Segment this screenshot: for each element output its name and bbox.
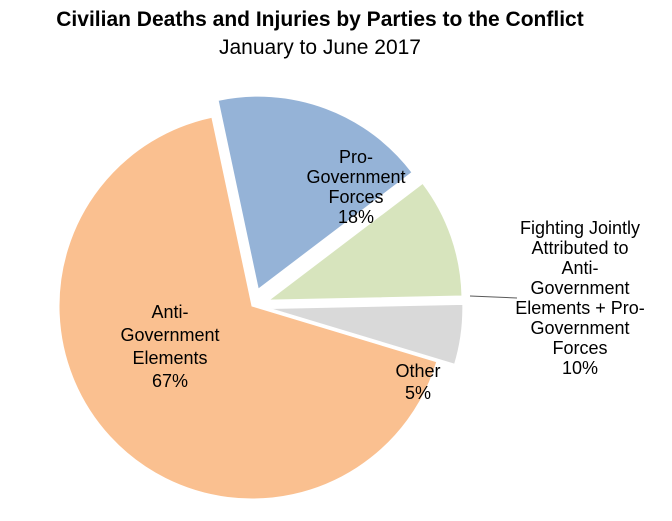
slice-label-1: Pro-Government Forces 18% — [306, 147, 405, 227]
pie-slice-1 — [217, 95, 413, 291]
slice-label-2: Fighting Jointly Attributed to Anti-Govern… — [515, 218, 645, 378]
chart-subtitle: January to June 2017 — [219, 36, 421, 59]
label-leader-line — [469, 295, 518, 299]
slice-label-3: Other 5% — [395, 361, 440, 403]
pie-slice-3 — [269, 303, 464, 365]
pie-slice-4 — [58, 116, 438, 500]
pie-slice-2 — [267, 182, 463, 301]
chart-title: Civilian Deaths and Injuries by Parties … — [56, 8, 584, 31]
slice-label-4: Anti-Government Elements 67% — [120, 302, 219, 391]
